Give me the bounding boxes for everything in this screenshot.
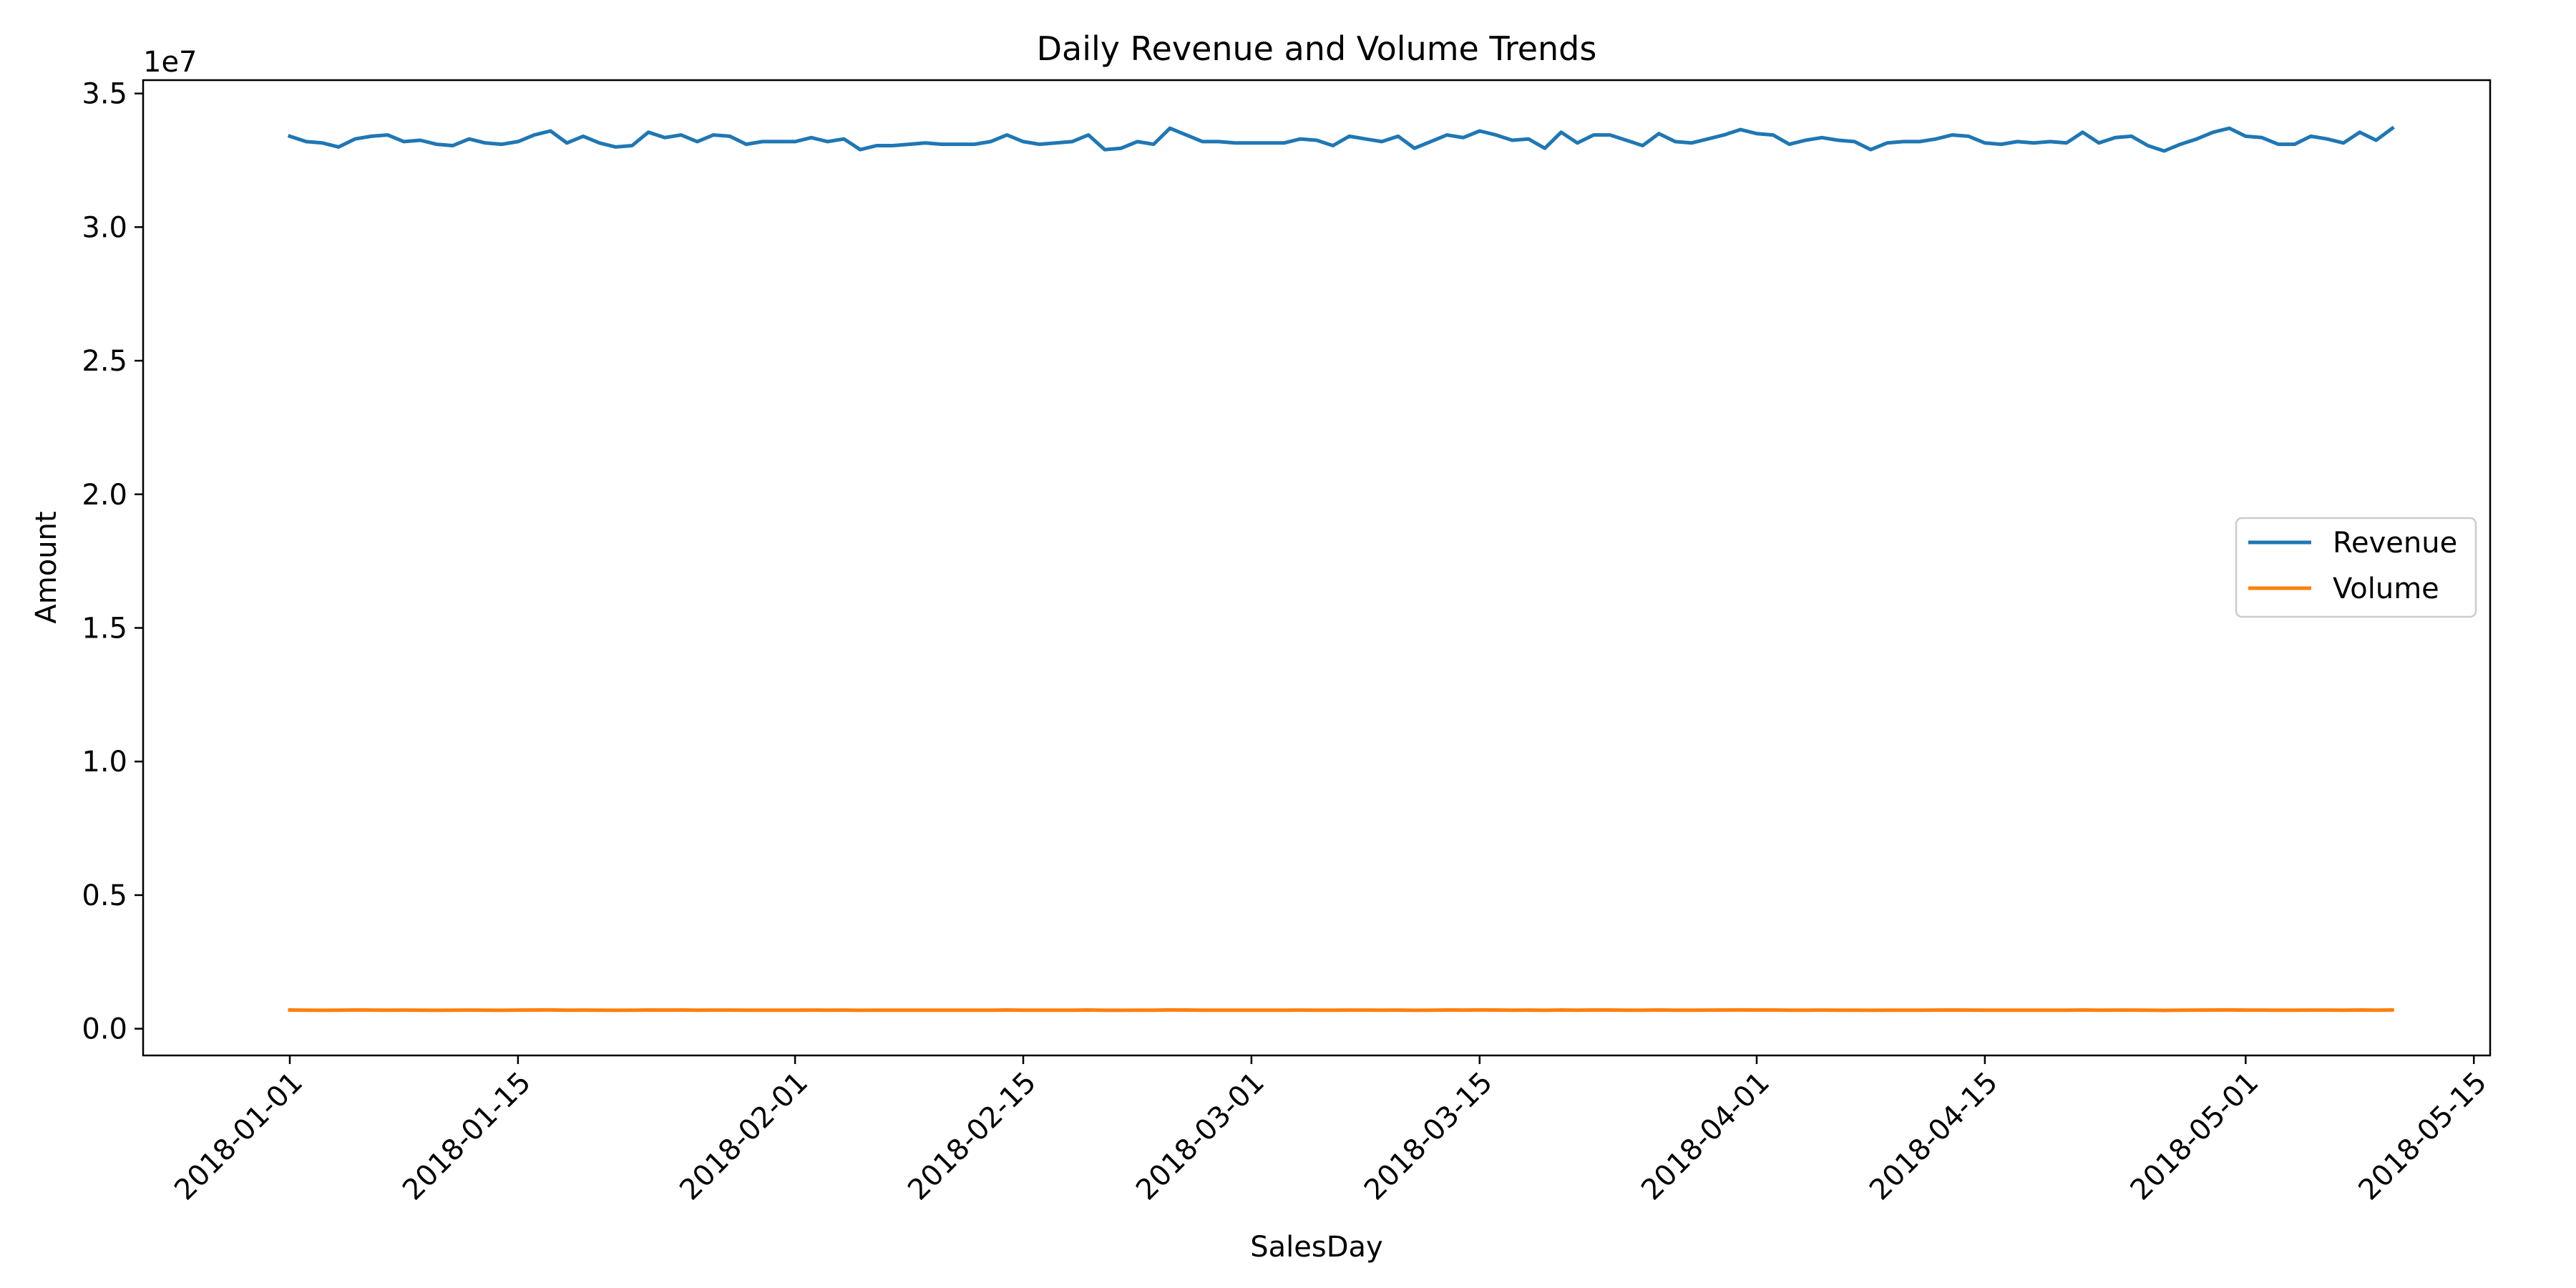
plot-area: [142, 79, 2492, 1057]
legend-label-volume: Volume: [2333, 572, 2439, 605]
y-tick-label: 2.0: [82, 479, 127, 512]
y-tick-label: 0.0: [82, 1013, 127, 1046]
y-tick-label: 3.5: [82, 78, 127, 111]
y-axis-ticks: 0.0 0.5 1.0 1.5 2.0 2.5 3.0 3.5: [82, 78, 143, 1046]
chart-title: Daily Revenue and Volume Trends: [1037, 29, 1597, 68]
y-axis-offset-label: 1e7: [143, 46, 197, 79]
series-line-revenue: [287, 125, 2395, 153]
y-tick-label: 0.5: [82, 879, 127, 912]
plot-frame: [142, 79, 2492, 1057]
y-tick-label: 1.0: [82, 746, 127, 779]
legend: Revenue Volume: [2235, 517, 2477, 618]
y-tick-label: 1.5: [82, 613, 127, 645]
y-axis-label: Amount: [30, 511, 63, 623]
y-tick-label: 2.5: [82, 345, 127, 378]
y-tick-label: 3.0: [82, 211, 127, 244]
legend-label-revenue: Revenue: [2333, 527, 2457, 560]
series-lines: [287, 125, 2395, 1013]
x-axis-label: SalesDay: [1250, 1231, 1382, 1264]
